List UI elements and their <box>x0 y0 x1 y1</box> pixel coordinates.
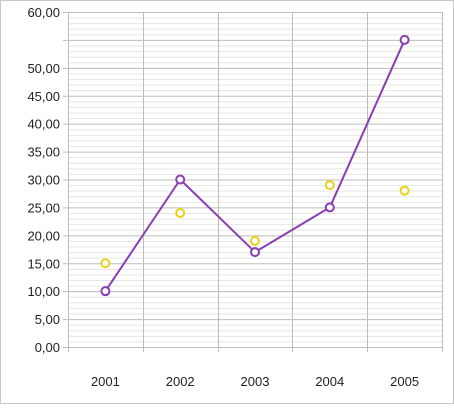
y-tick-label: 20,00 <box>27 228 60 243</box>
data-point <box>100 258 111 269</box>
data-point <box>324 202 335 213</box>
y-tick-label: 10,00 <box>27 284 60 299</box>
series-2 <box>100 180 410 269</box>
data-point <box>250 247 260 258</box>
y-axis-tick-labels: 0,00 5,00 10,00 15,00 20,00 25,00 30,00 35,00 40… <box>27 5 60 355</box>
y-tick-label: 50,00 <box>27 61 60 76</box>
y-tick-label: 60,00 <box>27 5 60 20</box>
series-1 <box>100 34 410 297</box>
category-gridlines <box>68 12 443 352</box>
x-tick-label: 2001 <box>91 374 120 389</box>
y-tick-label: 5,00 <box>35 312 60 327</box>
data-point <box>175 208 186 218</box>
minor-gridlines <box>68 17 442 343</box>
x-axis-tick-labels: 2001 2002 2003 2004 2005 <box>91 374 419 389</box>
x-tick-label: 2003 <box>241 374 270 389</box>
data-point <box>175 174 186 185</box>
y-tick-label: 0,00 <box>35 340 60 355</box>
y-tick-label: 40,00 <box>27 117 60 132</box>
data-point <box>399 185 410 196</box>
data-point <box>100 286 111 297</box>
y-tick-label: 45,00 <box>27 89 60 104</box>
data-point <box>250 235 260 246</box>
y-tick-label: 15,00 <box>27 256 60 271</box>
data-point <box>324 180 335 191</box>
y-tick-label: 35,00 <box>27 145 60 160</box>
y-tick-label: 25,00 <box>27 200 60 215</box>
x-tick-label: 2005 <box>390 374 419 389</box>
x-tick-label: 2002 <box>166 374 195 389</box>
major-gridlines <box>63 12 442 348</box>
data-point <box>399 34 410 45</box>
series-layer <box>100 34 410 297</box>
x-tick-label: 2004 <box>315 374 344 389</box>
y-tick-label: 30,00 <box>27 173 60 188</box>
